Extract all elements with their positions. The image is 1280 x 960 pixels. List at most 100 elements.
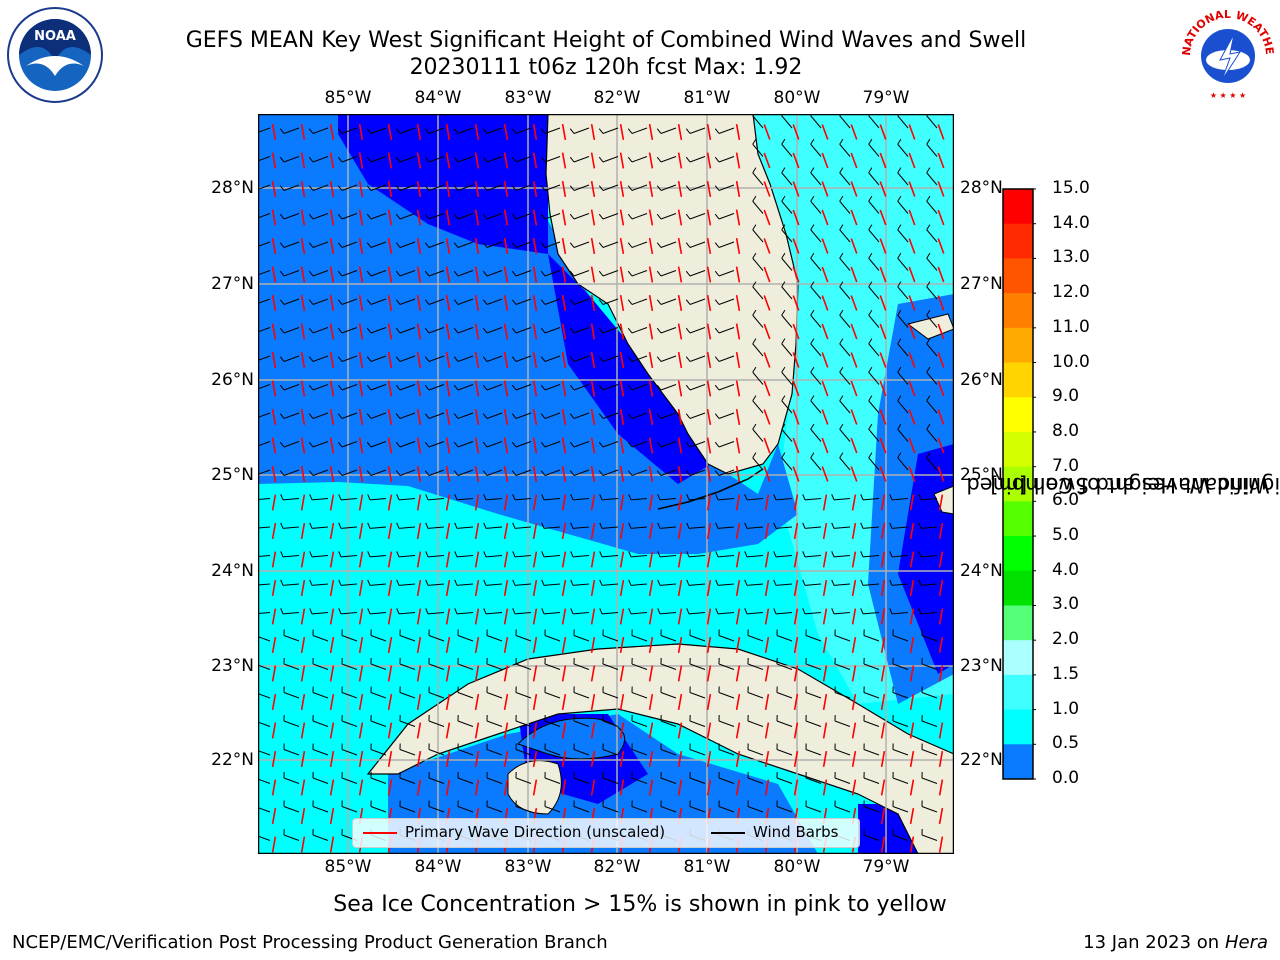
wave-direction-arrow	[445, 237, 451, 255]
wind-barb-tick	[598, 128, 604, 134]
wind-barb-tick	[839, 138, 844, 145]
wave-direction-arrow	[706, 608, 712, 625]
wind-barb	[544, 127, 561, 134]
wind-barb-tick	[627, 470, 633, 476]
wave-direction-arrow	[793, 665, 799, 682]
wind-barb	[457, 635, 474, 642]
wind-barb	[689, 612, 706, 615]
wind-barb	[776, 526, 793, 529]
wave-direction-arrow	[590, 722, 596, 739]
wind-barb-tick	[715, 551, 719, 558]
wind-barb	[283, 555, 300, 558]
wind-barb	[283, 127, 300, 134]
wind-barb	[370, 156, 387, 163]
wind-barb-tick	[280, 551, 284, 558]
wind-barb	[370, 412, 387, 419]
wave-direction-arrow	[706, 722, 712, 739]
wind-barb-tick	[279, 327, 285, 334]
wave-direction-arrow	[677, 294, 683, 312]
wind-barb	[926, 314, 938, 328]
wind-barb	[689, 469, 706, 476]
wind-barb-tick	[656, 270, 662, 277]
wind-barb	[515, 498, 532, 501]
wave-direction-arrow	[445, 551, 451, 568]
lon-label-top-2: 83°W	[504, 88, 552, 108]
wind-barb	[747, 555, 764, 558]
graticule	[258, 114, 954, 854]
wind-barb-tick	[810, 252, 815, 259]
wind-barb-tick	[657, 551, 661, 558]
wind-barb-tick	[308, 356, 314, 362]
wind-barb-tick	[366, 185, 372, 191]
wave-direction-arrow	[387, 722, 393, 739]
wind-barb	[457, 127, 474, 134]
wind-barb-tick	[685, 441, 691, 448]
wind-barb-tick	[308, 384, 314, 391]
lon-label-top-0: 85°W	[324, 88, 372, 108]
wind-barb	[781, 200, 793, 214]
wind-barb-tick	[773, 522, 777, 529]
colorbar-segment-12	[1003, 605, 1033, 641]
wind-barb-tick	[395, 356, 401, 362]
colorbar-segment-14	[1003, 674, 1033, 711]
wind-barb-tick	[656, 185, 662, 191]
wind-barb	[399, 806, 416, 813]
wave-direction-arrow	[880, 750, 886, 768]
wind-barb	[428, 241, 445, 248]
wave-direction-arrow	[909, 836, 915, 853]
wind-barb	[370, 498, 387, 501]
wave-direction-arrow	[590, 180, 596, 198]
wave-direction-arrow	[648, 779, 654, 796]
wind-barb	[602, 635, 619, 642]
wave-direction-arrow	[735, 579, 741, 597]
wind-barb-tick	[483, 551, 487, 558]
wind-barb-tick	[685, 242, 691, 248]
wind-barb	[457, 384, 474, 391]
wind-barb-tick	[627, 128, 633, 134]
wind-barb	[602, 720, 619, 727]
wave-direction-arrow	[329, 209, 335, 226]
wind-barb-tick	[657, 494, 661, 501]
wave-direction-arrow	[822, 722, 828, 739]
wind-barb	[897, 115, 909, 129]
wind-barb-tick	[279, 185, 285, 191]
wind-barb	[602, 526, 619, 529]
wave-direction-arrow	[271, 209, 277, 226]
wind-barb-tick	[918, 522, 922, 529]
wave-direction-arrow	[416, 152, 422, 169]
wind-barb	[926, 172, 938, 186]
footer-left: NCEP/EMC/Verification Post Processing Pr…	[12, 932, 608, 953]
wind-barb-tick	[598, 156, 604, 163]
wave-direction-arrow	[938, 722, 944, 739]
wind-barb-tick	[714, 242, 720, 248]
wave-direction-arrow	[271, 836, 277, 853]
wind-barb	[341, 384, 358, 391]
wave-direction-arrow	[590, 665, 596, 682]
wind-barb	[781, 286, 793, 300]
wind-barb	[660, 612, 677, 615]
wind-barb	[312, 526, 329, 529]
wave-direction-arrow	[619, 323, 625, 340]
wind-barb	[283, 834, 300, 841]
wind-barb-tick	[926, 167, 931, 174]
wind-barb	[602, 270, 619, 277]
wind-barb	[776, 635, 793, 642]
wind-barb	[863, 720, 880, 727]
wave-direction-arrow	[503, 209, 509, 226]
wind-barb-tick	[453, 242, 459, 248]
wave-direction-arrow	[271, 807, 277, 825]
wind-barb-tick	[483, 494, 487, 501]
wave-direction-arrow	[619, 750, 625, 768]
wind-barb	[428, 441, 445, 448]
wind-barb	[631, 213, 648, 220]
wave-direction-arrow	[416, 465, 422, 483]
wind-barb-tick	[860, 494, 864, 501]
wave-direction-arrow	[445, 779, 451, 796]
wind-barb	[921, 720, 938, 727]
wind-barb-tick	[599, 551, 603, 558]
wind-barb	[341, 555, 358, 558]
wind-barb	[863, 555, 880, 558]
wind-barb	[631, 720, 648, 727]
wave-direction-arrow	[909, 522, 915, 540]
wind-barb	[341, 469, 358, 476]
